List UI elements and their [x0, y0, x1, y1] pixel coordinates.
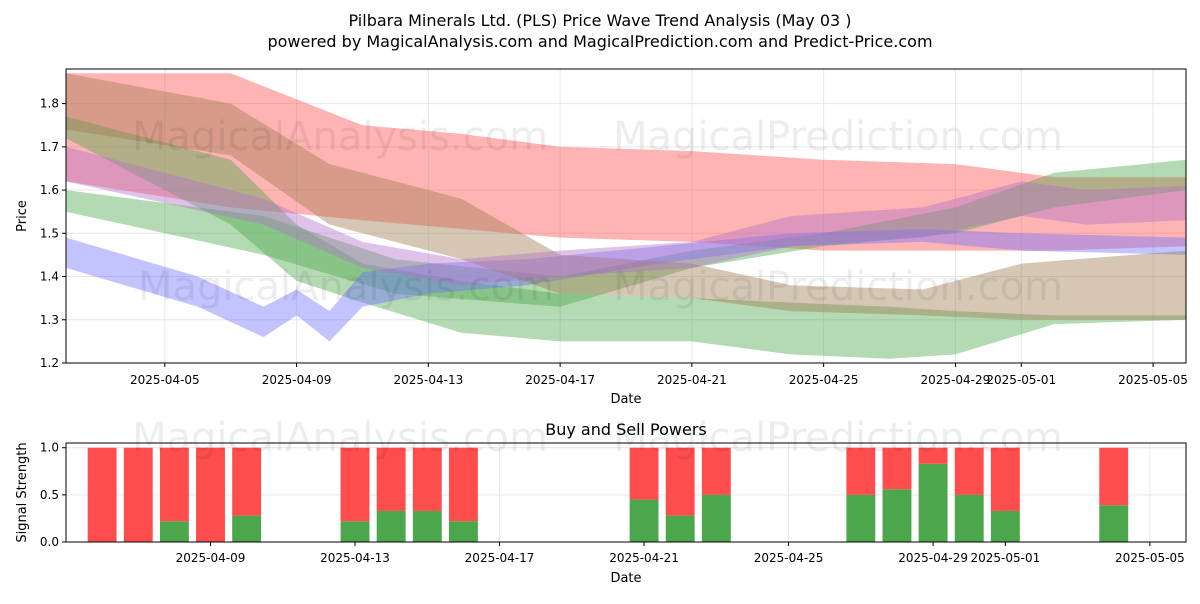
- buy-bar: [448, 521, 478, 542]
- x-tick-label: 2025-04-29: [921, 373, 991, 387]
- x-tick-label: 2025-04-13: [320, 551, 390, 565]
- buy-bar: [665, 515, 695, 542]
- wave-band-purple: [66, 146, 1186, 286]
- plot-frame-bottom: [65, 442, 1187, 543]
- sell-bar: [1099, 447, 1129, 506]
- chart-title-line1: Pilbara Minerals Ltd. (PLS) Price Wave T…: [349, 11, 852, 30]
- sell-bar: [629, 447, 659, 500]
- sell-bar: [376, 447, 406, 511]
- buy-bar: [701, 494, 731, 542]
- buy-bar: [846, 494, 876, 542]
- y-tick-label: 1.5: [40, 226, 59, 240]
- chart-title-line2: powered by MagicalAnalysis.com and Magic…: [267, 32, 932, 51]
- sell-bar: [232, 447, 262, 516]
- buy-bar: [990, 510, 1020, 542]
- buy-bar: [412, 510, 442, 542]
- buy-bar: [340, 521, 370, 542]
- watermark: MagicalAnalysis.com: [132, 415, 548, 461]
- wave-band-brown: [66, 73, 1186, 320]
- y-axis-label: Price: [15, 200, 30, 232]
- sell-bar: [882, 447, 912, 490]
- sell-bar: [87, 447, 117, 542]
- x-tick-label: 2025-04-25: [754, 551, 824, 565]
- x-tick-label: 2025-05-01: [986, 373, 1056, 387]
- buy-bar: [882, 489, 912, 542]
- wave-band-green: [66, 159, 1186, 307]
- sell-bar: [159, 447, 189, 522]
- buy-bar: [1099, 505, 1129, 542]
- buy-sell-chart: 0.0 0.5 1.0 2025-04-09 2025-04-13 2025-04-17 2…: [15, 415, 1187, 586]
- sell-bar: [123, 447, 153, 542]
- buy-bar: [918, 463, 948, 542]
- y-tick-label: 0.5: [40, 488, 59, 502]
- x-tick-label: 2025-04-13: [393, 373, 463, 387]
- watermark: MagicalPrediction.com: [613, 264, 1063, 310]
- watermark: MagicalAnalysis.com: [132, 114, 548, 160]
- x-tick-label: 2025-04-17: [465, 551, 535, 565]
- x-tick-label: 2025-04-21: [609, 551, 679, 565]
- buy-bar: [629, 499, 659, 542]
- y-tick-label: 1.0: [40, 441, 59, 455]
- x-tick-label: 2025-04-09: [176, 551, 246, 565]
- sell-bar: [918, 447, 948, 464]
- x-tick-label: 2025-05-05: [1118, 373, 1188, 387]
- y-tick-label: 1.6: [40, 183, 59, 197]
- sell-bar: [196, 447, 225, 542]
- y-tick-label: 0.0: [40, 535, 59, 549]
- wave-band-green: [66, 116, 1186, 359]
- buy-bar: [159, 521, 189, 542]
- sell-bar: [412, 447, 442, 511]
- sell-bar: [448, 447, 478, 522]
- buy-bar: [232, 515, 262, 542]
- wave-band-blue: [66, 229, 1186, 342]
- sell-bar: [990, 447, 1020, 511]
- y-tick-label: 1.3: [40, 313, 59, 327]
- y-tick-label: 1.8: [40, 97, 59, 111]
- buy-bar: [376, 510, 406, 542]
- price-wave-chart: 1.2 1.3 1.4 1.5 1.6 1.7 1.8 2025-04-05 2025-04-0…: [15, 68, 1188, 407]
- watermark: MagicalPrediction.com: [613, 114, 1063, 160]
- y-tick-label: 1.4: [40, 270, 59, 284]
- chart-title: Buy and Sell Powers: [545, 420, 707, 439]
- y-tick-label: 1.2: [40, 356, 59, 370]
- x-axis-label: Date: [610, 392, 641, 407]
- x-tick-label: 2025-04-17: [525, 373, 595, 387]
- y-tick-label: 1.7: [40, 140, 59, 154]
- x-axis-label: Date: [610, 571, 641, 586]
- sell-bar: [846, 447, 876, 495]
- wave-band-red: [66, 73, 1186, 251]
- x-tick-label: 2025-04-09: [262, 373, 332, 387]
- plot-frame-top: [65, 68, 1187, 364]
- watermark: MagicalAnalysis.com: [138, 264, 554, 310]
- sell-bar: [340, 447, 370, 522]
- watermark: MagicalPrediction.com: [613, 415, 1063, 461]
- x-tick-label: 2025-05-01: [970, 551, 1040, 565]
- x-tick-label: 2025-04-05: [130, 373, 200, 387]
- sell-bar: [701, 447, 731, 495]
- x-tick-label: 2025-04-25: [789, 373, 859, 387]
- buy-bar: [954, 494, 984, 542]
- sell-bar: [954, 447, 984, 495]
- x-tick-label: 2025-05-05: [1115, 551, 1185, 565]
- x-tick-label: 2025-04-21: [657, 373, 727, 387]
- y-axis-label: Signal Strength: [15, 442, 30, 542]
- x-tick-label: 2025-04-29: [898, 551, 968, 565]
- sell-bar: [665, 447, 695, 516]
- wave-bands: [66, 73, 1186, 359]
